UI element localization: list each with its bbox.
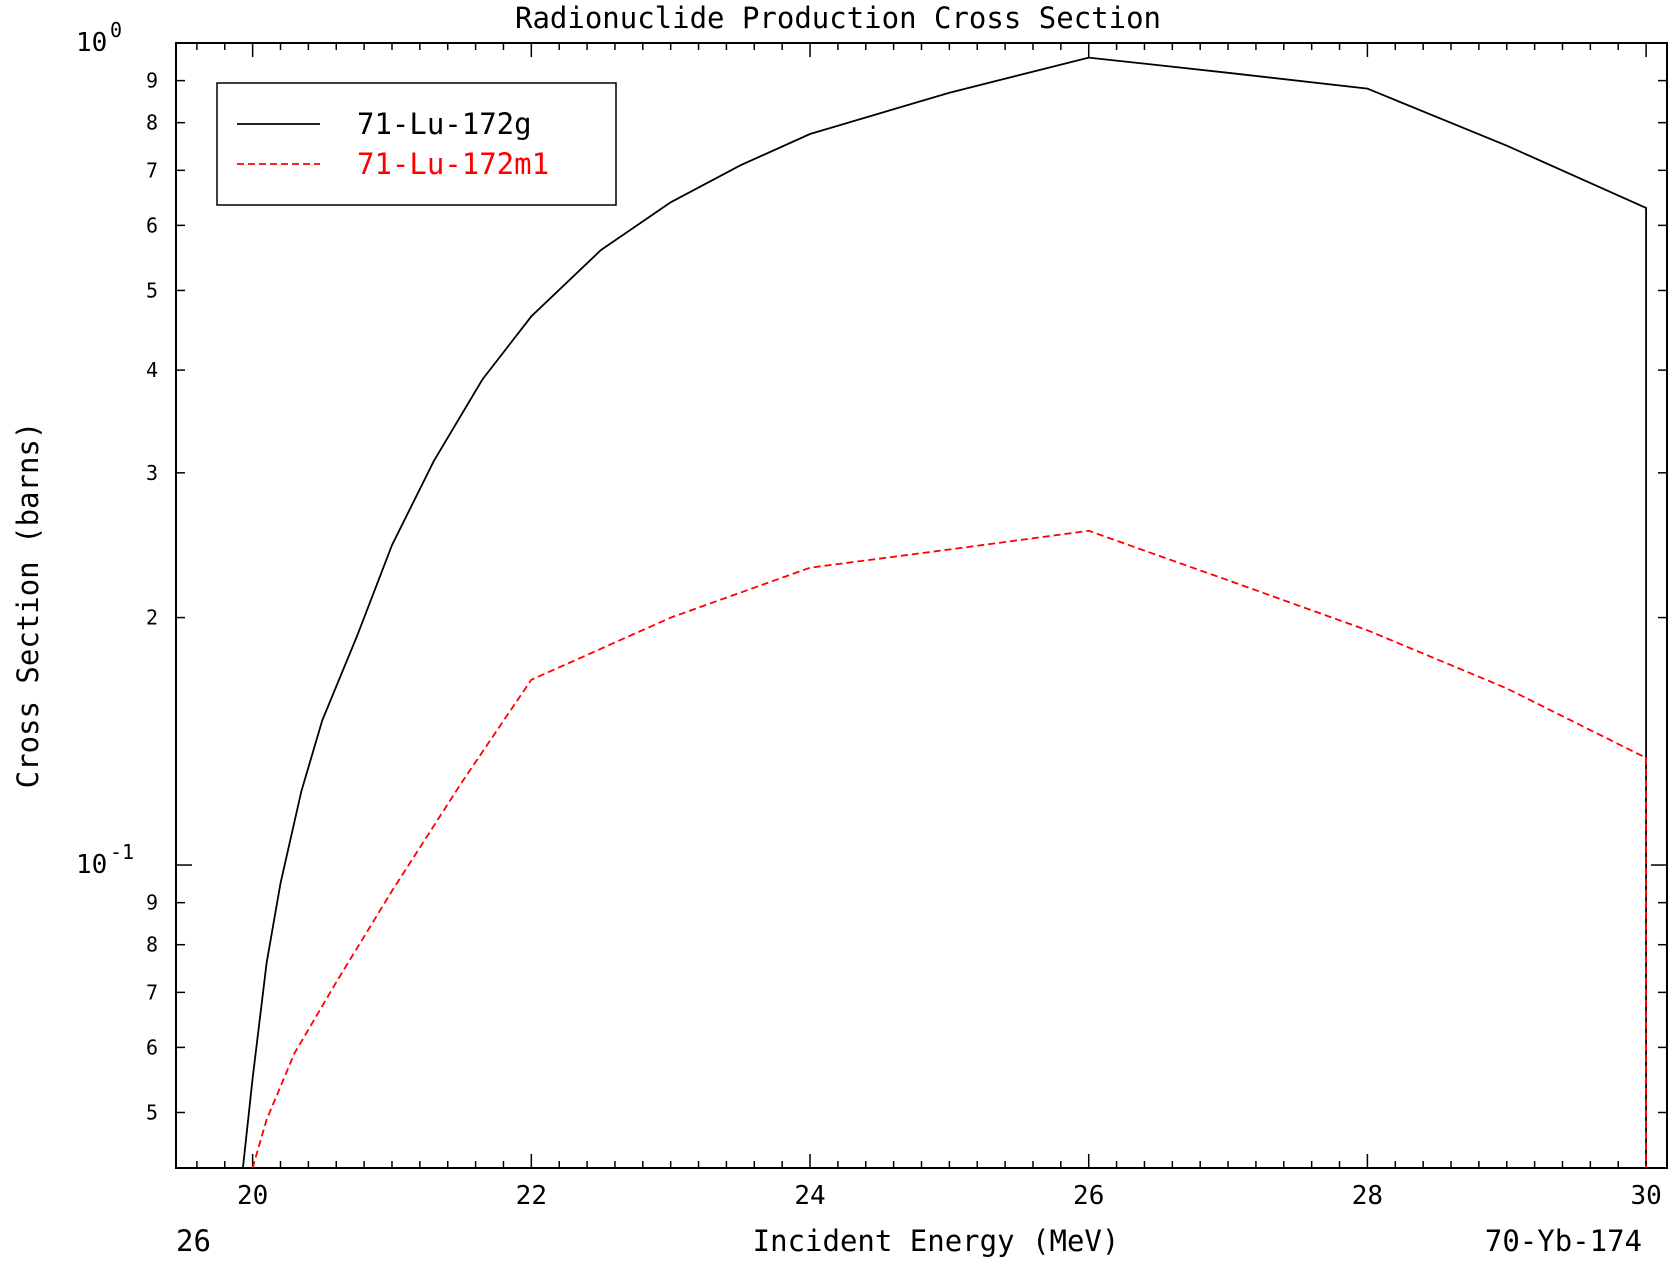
x-tick-label: 24 <box>794 1181 825 1211</box>
y-minor-label: 3 <box>146 461 158 485</box>
y-minor-label: 7 <box>146 980 158 1004</box>
y-decade-exponent: -1 <box>110 840 134 864</box>
corner-label-right: 70-Yb-174 <box>1485 1224 1642 1258</box>
y-decade-exponent: 0 <box>110 18 122 42</box>
y-minor-label: 8 <box>146 111 158 135</box>
x-axis-label: Incident Energy (MeV) <box>753 1224 1120 1258</box>
plot-frame <box>175 42 1668 1169</box>
corner-label-left: 26 <box>176 1224 211 1258</box>
y-minor-label: 6 <box>146 1035 158 1059</box>
legend-label-lu-172m1: 71-Lu-172m1 <box>357 147 549 181</box>
y-minor-label: 9 <box>146 69 158 93</box>
series-lines <box>242 56 1647 1169</box>
y-minor-label: 8 <box>146 933 158 957</box>
y-minor-label: 5 <box>146 278 158 302</box>
x-tick-label: 28 <box>1352 1181 1383 1211</box>
legend-label-lu-172g: 71-Lu-172g <box>357 107 532 141</box>
y-decade-label: 10 <box>76 28 107 58</box>
axis-ticks <box>176 42 1667 1168</box>
x-tick-label: 22 <box>516 1181 547 1211</box>
x-tick-label: 20 <box>237 1181 268 1211</box>
y-minor-label: 7 <box>146 158 158 182</box>
legend-box <box>216 82 617 206</box>
y-minor-label: 4 <box>146 358 158 382</box>
chart-title: Radionuclide Production Cross Section <box>515 1 1161 35</box>
x-tick-labels: 20 22 24 26 28 30 <box>237 1181 1662 1211</box>
x-tick-label: 26 <box>1073 1181 1104 1211</box>
y-axis-label: Cross Section (barns) <box>11 422 45 789</box>
x-tick-label: 30 <box>1630 1181 1661 1211</box>
y-minor-label: 9 <box>146 891 158 915</box>
y-decade-label: 10 <box>76 850 107 880</box>
y-minor-label: 6 <box>146 213 158 237</box>
series-line-lu-172g <box>242 56 1647 1169</box>
legend: 71-Lu-172g 71-Lu-172m1 <box>216 82 617 206</box>
y-minor-label: 2 <box>146 606 158 630</box>
y-minor-label: 5 <box>146 1100 158 1124</box>
series-line-lu-172m1 <box>251 529 1647 1169</box>
